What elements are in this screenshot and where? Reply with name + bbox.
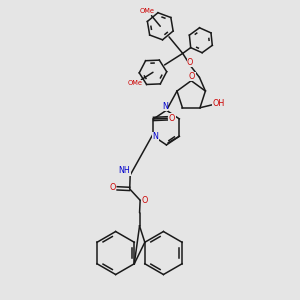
- Text: OMe: OMe: [128, 80, 143, 86]
- Text: O: O: [189, 72, 195, 81]
- Text: O: O: [169, 114, 175, 123]
- Text: O: O: [141, 196, 148, 205]
- Text: OMe: OMe: [140, 8, 155, 14]
- Text: O: O: [187, 58, 194, 67]
- Text: N: N: [152, 132, 158, 141]
- Text: N: N: [162, 102, 168, 111]
- Text: OH: OH: [212, 99, 225, 108]
- Text: O: O: [109, 183, 116, 192]
- Text: NH: NH: [118, 166, 130, 175]
